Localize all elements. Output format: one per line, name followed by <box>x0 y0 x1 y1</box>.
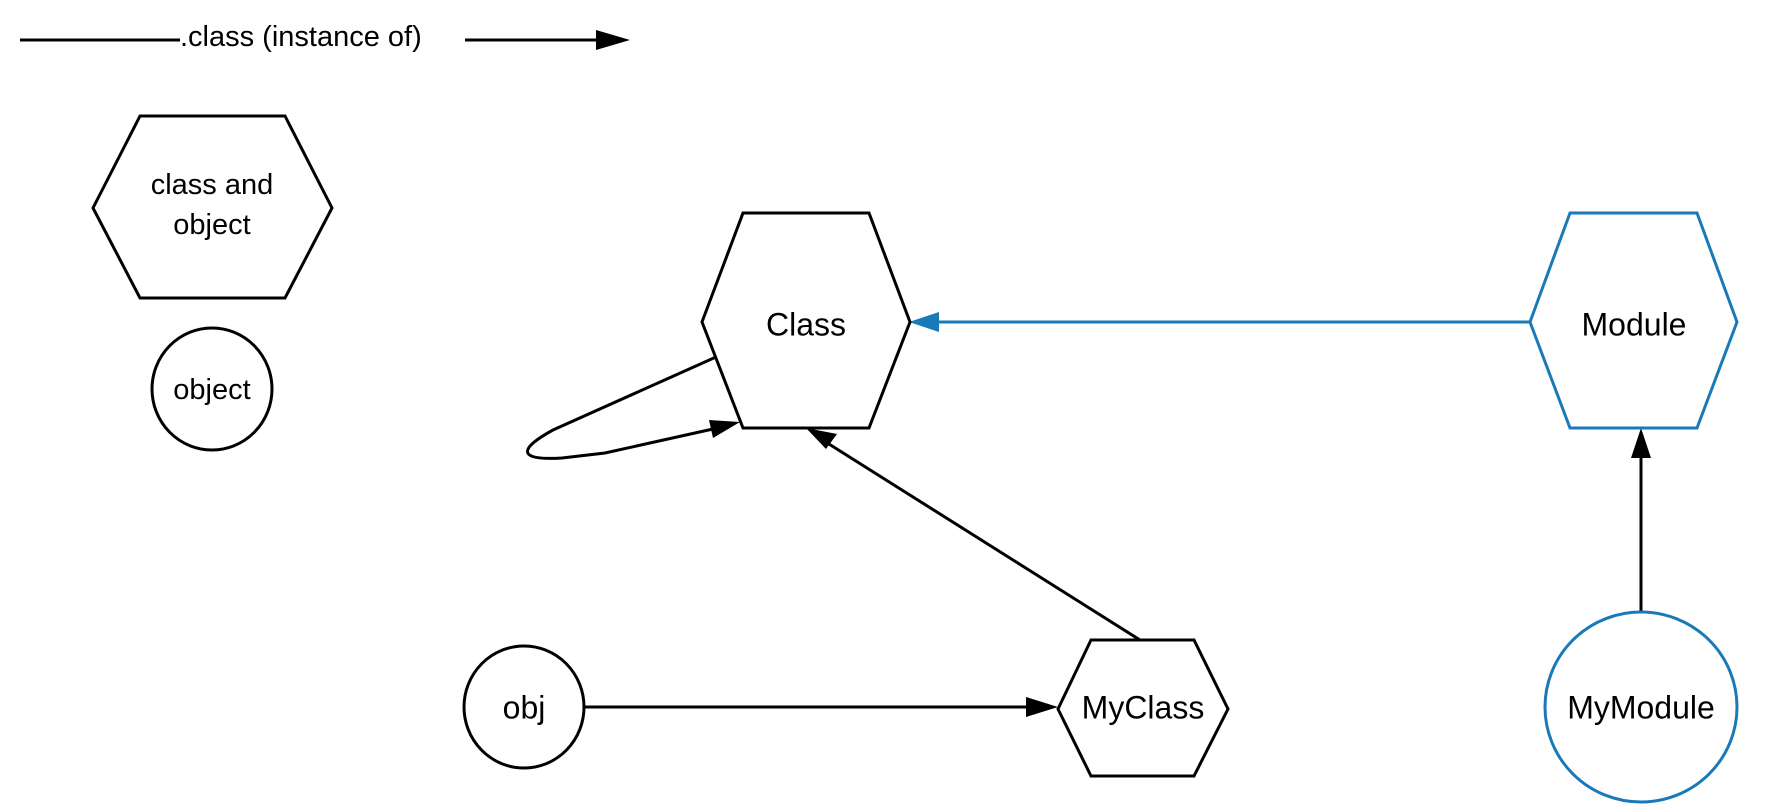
edge-myclass-to-class <box>820 437 1141 642</box>
node-class-hexagon <box>700 211 912 430</box>
node-myclass: MyClass <box>1056 638 1230 778</box>
legend-class-and-object-hexagon <box>91 114 334 300</box>
edge-module-to-class-arrowhead <box>909 312 939 332</box>
node-myclass-hexagon <box>1056 638 1230 778</box>
node-module: Module <box>1528 211 1739 430</box>
legend-object-label: object <box>173 374 250 406</box>
node-mymodule: MyModule <box>1543 610 1739 804</box>
node-obj-circle <box>462 644 586 770</box>
node-mymodule-label: MyModule <box>1567 689 1715 725</box>
legend-class-and-object-label-line2: object <box>173 209 250 241</box>
legend-class-and-object-label-line1: class and <box>151 169 274 201</box>
legend-edge-arrowhead <box>596 30 630 50</box>
node-class: Class <box>700 211 912 430</box>
nodes: Class Module MyClass obj MyModule <box>462 211 1739 804</box>
legend-edge-label: .class (instance of) <box>180 21 422 53</box>
edge-mymodule-to-module-arrowhead <box>1631 428 1651 458</box>
node-myclass-label: MyClass <box>1082 689 1205 725</box>
legend-object-circle <box>150 326 274 452</box>
edge-class-self-loop <box>526 355 723 460</box>
node-module-label: Module <box>1582 306 1687 342</box>
node-obj: obj <box>462 644 586 770</box>
node-mymodule-circle <box>1543 610 1739 804</box>
edges <box>526 312 1651 717</box>
legend: .class (instance of) class and object ob… <box>20 21 630 452</box>
node-module-hexagon <box>1528 211 1739 430</box>
edge-obj-to-myclass-arrowhead <box>1026 697 1058 717</box>
node-obj-label: obj <box>503 689 546 725</box>
edge-class-self-loop-arrowhead <box>709 420 740 438</box>
node-class-label: Class <box>766 306 846 342</box>
edge-myclass-to-class-arrowhead <box>806 428 837 449</box>
